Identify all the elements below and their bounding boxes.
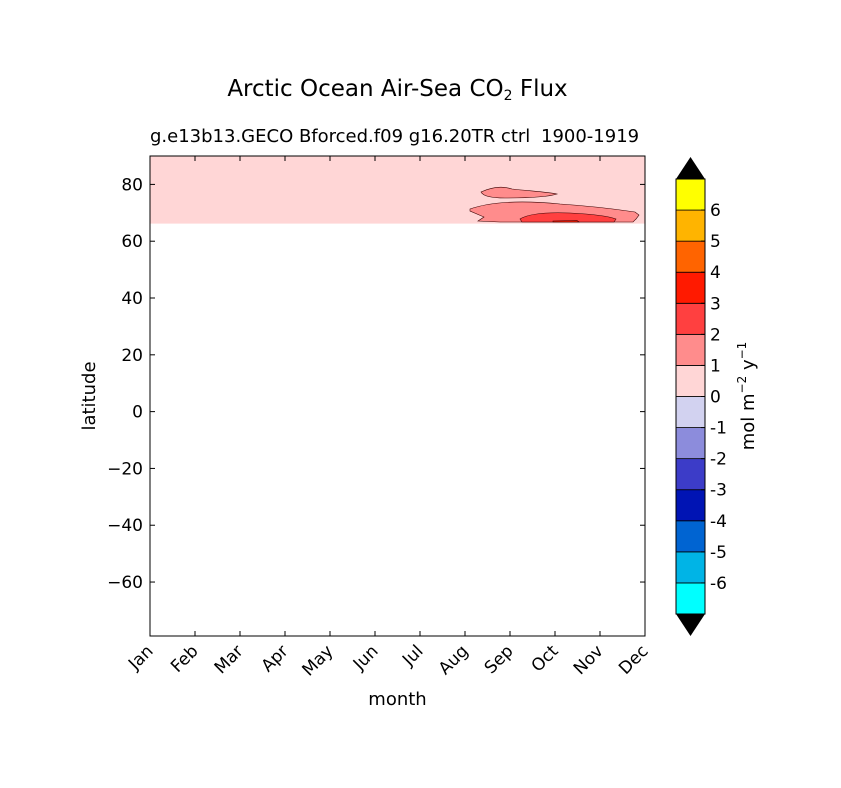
colorbar-extend-low	[676, 614, 705, 636]
colorbar-segment	[675, 333, 706, 366]
colorbar-segment	[675, 551, 706, 584]
colorbar-segment	[675, 178, 706, 211]
x-axis-label: month	[368, 689, 426, 710]
colorbar-segment	[675, 209, 706, 242]
colorbar-tick-label: -4	[710, 512, 727, 532]
x-tick-label: Jan	[124, 641, 157, 674]
colorbar-tick-label: 6	[710, 201, 721, 221]
y-tick-label: 0	[132, 403, 143, 423]
colorbar-segment	[675, 582, 706, 615]
colorbar-tick-label: -5	[710, 543, 727, 563]
colorbar-extend-high	[676, 157, 705, 179]
colorbar: -6 -5 -4 -3 -2 -1 0 1 2 3 4 5 6 mol m−2 y−1	[675, 157, 759, 636]
x-tick-label: May	[299, 641, 338, 680]
y-tick-label: 60	[121, 232, 143, 252]
x-tick-label: Apr	[258, 641, 293, 676]
colorbar-tick-label: 0	[710, 388, 721, 408]
chart-title: Arctic Ocean Air-Sea CO2 Flux	[227, 76, 568, 104]
colorbar-label: mol m−2 y−1	[735, 342, 759, 451]
axes: 80 60 40 20 0 −20 −40 −60 Jan Feb Mar Apr May Jun Jul A…	[79, 155, 653, 710]
colorbar-segment	[675, 427, 706, 460]
y-tick-label: −20	[107, 459, 143, 479]
colorbar-tick-label: 2	[710, 325, 721, 345]
chart-subtitle-case: g.e13b13.GECO Bforced.f09 g16.20TR ctrl	[150, 126, 531, 147]
colorbar-tick-label: 5	[710, 232, 721, 252]
y-tick-label: 80	[121, 175, 143, 195]
colorbar-segment	[675, 271, 706, 304]
colorbar-segment	[675, 489, 706, 522]
colorbar-segment	[675, 520, 706, 553]
colorbar-segment	[675, 396, 706, 428]
x-tick-label: Jun	[349, 641, 383, 675]
colorbar-tick-label: 1	[710, 356, 721, 376]
colorbar-tick-label: 4	[710, 263, 721, 283]
x-tick-label: Mar	[211, 641, 248, 678]
colorbar-tick-label: -3	[710, 481, 727, 501]
axes-frame	[149, 155, 646, 637]
colorbar-segment	[675, 302, 706, 335]
colorbar-tick-label: -6	[710, 574, 727, 594]
y-tick-label: 40	[121, 289, 143, 309]
colorbar-tick-label: -2	[710, 450, 727, 470]
colorbar-tick-label: 3	[710, 294, 721, 314]
x-tick-label: Aug	[435, 641, 473, 679]
y-tick-label: −60	[107, 573, 143, 593]
contour-region-2-3	[519, 212, 617, 223]
colorbar-segment	[675, 458, 706, 491]
x-tick-label: Jul	[398, 641, 427, 670]
colorbar-segment	[675, 365, 706, 397]
chart-subtitle-years: 1900-1919	[541, 126, 640, 147]
x-tick-label: Dec	[615, 641, 652, 678]
plot-area	[150, 156, 645, 224]
x-tick-label: Nov	[570, 641, 608, 679]
colorbar-tick-label: -1	[710, 419, 727, 439]
y-tick-label: −40	[107, 516, 143, 536]
x-tick-label: Feb	[167, 641, 202, 676]
contour-region-3-4	[552, 220, 580, 223]
x-tick-label: Oct	[528, 641, 563, 676]
y-tick-label: 20	[121, 346, 143, 366]
x-tick-label: Sep	[481, 641, 518, 678]
y-axis-label: latitude	[79, 361, 100, 430]
contour-region-1-2-upper	[480, 187, 559, 199]
colorbar-segment	[675, 240, 706, 273]
